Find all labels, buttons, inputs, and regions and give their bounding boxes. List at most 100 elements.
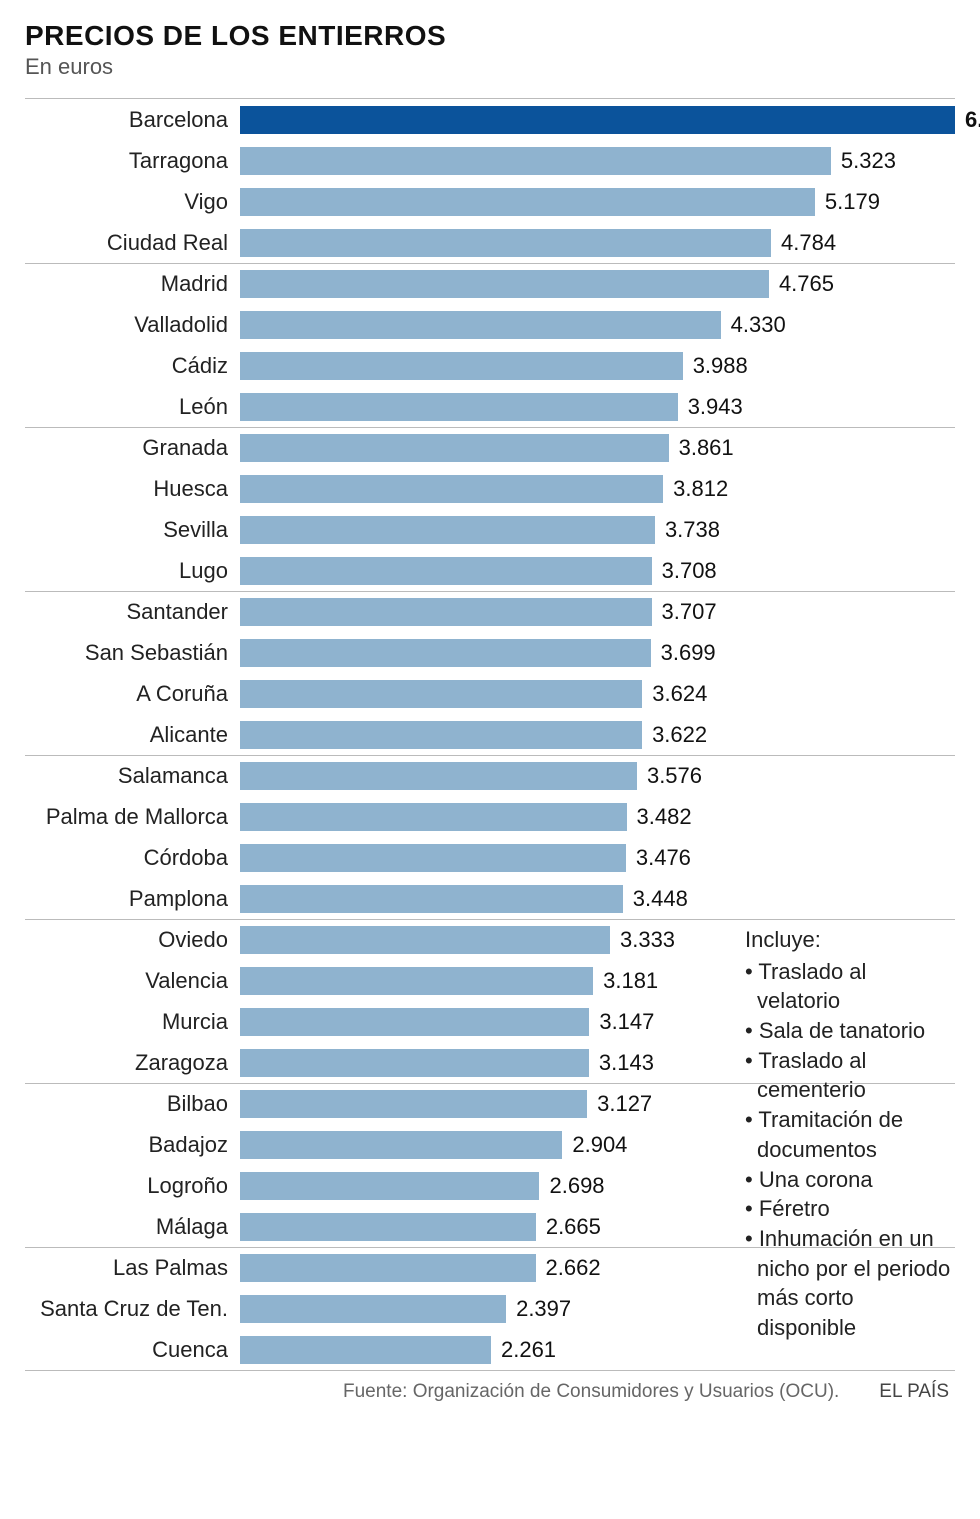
- bar-value: 3.699: [651, 640, 716, 666]
- bar-row: Sevilla3.738: [25, 509, 955, 550]
- bar-row: Ciudad Real4.784: [25, 222, 955, 263]
- bar-label: San Sebastián: [25, 640, 240, 666]
- bar-label: Cádiz: [25, 353, 240, 379]
- bar-row: Cádiz3.988: [25, 345, 955, 386]
- chart-footer: Fuente: Organización de Consumidores y U…: [25, 1381, 955, 1403]
- bar: [240, 1049, 589, 1077]
- bar-value: 3.708: [652, 558, 717, 584]
- bar-value: 3.622: [642, 722, 707, 748]
- bar: [240, 516, 655, 544]
- bar-cell: 3.699: [240, 632, 955, 673]
- bar-chart: Barcelona6.441Tarragona5.323Vigo5.179Ciu…: [25, 98, 955, 1371]
- bar: [240, 598, 652, 626]
- bar: [240, 270, 769, 298]
- bar-cell: 4.784: [240, 222, 955, 263]
- bar: [240, 393, 678, 421]
- bar-row: León3.943: [25, 386, 955, 427]
- bar: [240, 680, 642, 708]
- bar-label: Salamanca: [25, 763, 240, 789]
- bar-label: Pamplona: [25, 886, 240, 912]
- includes-item: • Sala de tanatorio: [745, 1016, 955, 1046]
- bar-label: Barcelona: [25, 107, 240, 133]
- bar: [240, 1131, 562, 1159]
- bar-value: 5.179: [815, 189, 880, 215]
- bar-value: 2.904: [562, 1132, 627, 1158]
- bar: [240, 188, 815, 216]
- bar: [240, 434, 669, 462]
- bar-label: Madrid: [25, 271, 240, 297]
- publication-text: EL PAÍS: [879, 1381, 949, 1403]
- bar-label: A Coruña: [25, 681, 240, 707]
- bar-cell: 3.988: [240, 345, 955, 386]
- bar-row: Salamanca3.576: [25, 755, 955, 796]
- bar-row: Córdoba3.476: [25, 837, 955, 878]
- bar-row: Granada 3.861: [25, 427, 955, 468]
- bar-value: 4.330: [721, 312, 786, 338]
- bar-cell: 6.441: [240, 99, 980, 140]
- bar-row: San Sebastián 3.699: [25, 632, 955, 673]
- bar-value: 2.397: [506, 1296, 571, 1322]
- bar-label: Santa Cruz de Ten.: [25, 1296, 240, 1322]
- bar-value: 3.861: [669, 435, 734, 461]
- bar-value: 3.333: [610, 927, 675, 953]
- bar: [240, 229, 771, 257]
- bar-label: Granada: [25, 435, 240, 461]
- bar: [240, 721, 642, 749]
- bar-row: A Coruña3.624: [25, 673, 955, 714]
- bar-value: 3.143: [589, 1050, 654, 1076]
- bar: [240, 1172, 539, 1200]
- bar-label: Logroño: [25, 1173, 240, 1199]
- bar-label: Málaga: [25, 1214, 240, 1240]
- bar-row: Santander 3.707: [25, 591, 955, 632]
- bar-value: 3.127: [587, 1091, 652, 1117]
- bar-value: 3.476: [626, 845, 691, 871]
- bar: [240, 803, 627, 831]
- bar: [240, 147, 831, 175]
- bar: [240, 1254, 536, 1282]
- bar-value: 4.784: [771, 230, 836, 256]
- bar-value: 2.665: [536, 1214, 601, 1240]
- bar-value: 3.812: [663, 476, 728, 502]
- bar: [240, 885, 623, 913]
- chart-subtitle: En euros: [25, 54, 955, 80]
- bar-row: Barcelona6.441: [25, 99, 955, 140]
- bar-row: Palma de Mallorca3.482: [25, 796, 955, 837]
- bar-cell: 5.179: [240, 181, 955, 222]
- bar-label: Alicante: [25, 722, 240, 748]
- bar-value: 3.707: [652, 599, 717, 625]
- bar: [240, 967, 593, 995]
- bar-value: 6.441: [955, 107, 980, 133]
- includes-item: • Traslado al velatorio: [745, 957, 955, 1016]
- bar-row: Tarragona5.323: [25, 140, 955, 181]
- bar-row: Madrid 4.765: [25, 263, 955, 304]
- bar-label: Tarragona: [25, 148, 240, 174]
- bar-value: 3.181: [593, 968, 658, 994]
- bar-cell: 3.861: [240, 428, 955, 468]
- bar-cell: 5.323: [240, 140, 955, 181]
- bar-row: Valladolid 4.330: [25, 304, 955, 345]
- bar-cell: 4.765: [240, 264, 955, 304]
- bar-cell: 3.576: [240, 756, 955, 796]
- bar-cell: 3.448: [240, 878, 955, 919]
- bar-value: 4.765: [769, 271, 834, 297]
- bar: [240, 311, 721, 339]
- bar-value: 2.261: [491, 1337, 556, 1363]
- bar-row: Huesca3.812: [25, 468, 955, 509]
- bar-cell: 3.738: [240, 509, 955, 550]
- bar-label: Murcia: [25, 1009, 240, 1035]
- bar-label: Zaragoza: [25, 1050, 240, 1076]
- includes-item: • Traslado al cementerio: [745, 1046, 955, 1105]
- bar: [240, 926, 610, 954]
- bar: [240, 844, 626, 872]
- bar-label: Santander: [25, 599, 240, 625]
- bar-row: Lugo3.708: [25, 550, 955, 591]
- bar: [240, 639, 651, 667]
- bar-label: Vigo: [25, 189, 240, 215]
- source-text: Fuente: Organización de Consumidores y U…: [343, 1381, 839, 1403]
- bar-label: Badajoz: [25, 1132, 240, 1158]
- bar-cell: 3.622: [240, 714, 955, 755]
- chart-title: PRECIOS DE LOS ENTIERROS: [25, 20, 955, 52]
- bar-label: Valladolid: [25, 312, 240, 338]
- bar-value: 3.448: [623, 886, 688, 912]
- bar: [240, 475, 663, 503]
